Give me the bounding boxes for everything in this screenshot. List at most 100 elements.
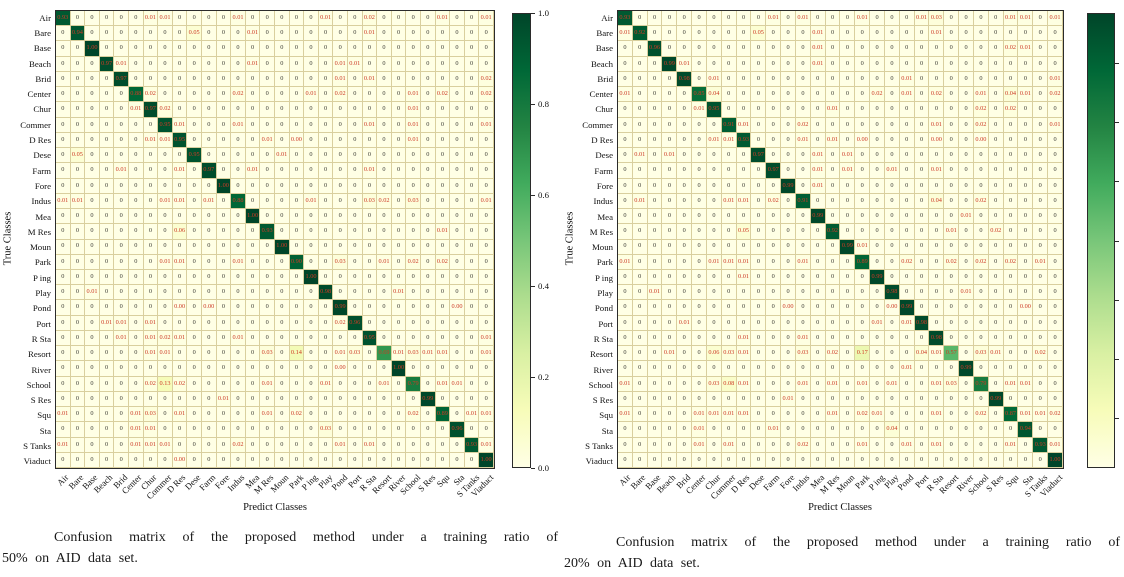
matrix-cell: 0 [884, 224, 900, 240]
matrix-cell: 0 [275, 56, 290, 72]
matrix-cell: 0 [216, 285, 232, 301]
matrix-cell: 0 [260, 178, 275, 194]
matrix-cell: 0 [677, 163, 693, 179]
matrix-cell: 0 [706, 269, 722, 286]
matrix-cell: 0 [870, 148, 885, 164]
matrix-cell: 0 [70, 407, 86, 423]
matrix-cell: 0 [1033, 269, 1049, 286]
matrix-cell: 0 [289, 376, 305, 392]
matrix-cell: 0 [914, 163, 930, 179]
matrix-cell: 0 [810, 87, 826, 103]
matrix-cell: 0 [662, 87, 678, 103]
matrix-cell: 0.01 [647, 285, 663, 301]
matrix-cell: 0 [692, 285, 707, 301]
matrix-cell: 0.01 [692, 102, 707, 118]
matrix-cell: 0 [187, 132, 202, 149]
matrix-cell: 0 [275, 26, 290, 42]
matrix-cell: 0 [304, 330, 319, 347]
diagonal-cell: 0.95 [172, 132, 188, 149]
matrix-cell: 0 [870, 163, 885, 179]
matrix-cell: 0 [751, 407, 767, 423]
row-label-sta: Sta [601, 425, 613, 436]
matrix-cell: 0 [751, 285, 767, 301]
matrix-cell: 0 [959, 117, 974, 133]
matrix-cell: 0 [143, 193, 159, 210]
matrix-cell: 0 [377, 148, 392, 164]
matrix-cell: 0 [1003, 269, 1019, 286]
matrix-cell: 0 [421, 269, 436, 286]
matrix-cell: 0 [692, 163, 707, 179]
matrix-cell: 0 [202, 148, 217, 164]
matrix-cell: 0 [959, 178, 974, 194]
matrix-cell: 0 [348, 239, 363, 255]
matrix-cell: 0 [647, 102, 663, 118]
matrix-cell: 0 [479, 254, 494, 270]
matrix-cell: 0 [855, 26, 871, 42]
matrix-cell: 0 [70, 346, 86, 362]
matrix-cell: 0 [260, 102, 275, 118]
matrix-cell: 0 [421, 437, 436, 453]
matrix-cell: 0 [618, 163, 633, 179]
matrix-cell: 0 [391, 300, 407, 316]
matrix-cell: 0 [781, 11, 796, 27]
matrix-cell: 0 [721, 71, 737, 88]
matrix-cell: 0 [618, 117, 633, 133]
matrix-cell: 0 [870, 71, 885, 88]
matrix-cell: 0 [464, 452, 480, 468]
matrix-cell: 0 [56, 26, 71, 42]
matrix-cell: 0 [362, 148, 378, 164]
matrix-cell: 0 [751, 376, 767, 392]
matrix-cell: 0 [70, 87, 86, 103]
colorbar-tick-label: 0.8 [538, 99, 549, 109]
matrix-cell: 0 [406, 26, 421, 42]
matrix-cell: 0 [216, 437, 232, 453]
matrix-cell: 0 [114, 224, 129, 240]
matrix-cell: 0.01 [929, 26, 945, 42]
matrix-cell: 0 [129, 117, 144, 133]
matrix-cell: 0 [677, 285, 693, 301]
matrix-cell: 0 [348, 437, 363, 453]
row-label-dese: Dese [33, 150, 51, 161]
matrix-cell: 0 [884, 239, 900, 255]
diagonal-cell: 0.99 [662, 56, 678, 72]
matrix-cell: 0 [647, 56, 663, 72]
matrix-cell: 0.04 [706, 87, 722, 103]
matrix-cell: 0 [114, 452, 129, 468]
matrix-cell: 0 [706, 11, 722, 27]
matrix-cell: 0 [362, 41, 378, 57]
matrix-cell: 0 [795, 269, 811, 286]
matrix-cell: 0 [99, 117, 115, 133]
matrix-cell: 0 [275, 437, 290, 453]
matrix-cell: 0 [435, 132, 451, 149]
matrix-cell: 0 [944, 391, 960, 408]
matrix-cell: 0 [647, 422, 663, 438]
matrix-cell: 0 [677, 87, 693, 103]
matrix-cell: 0.04 [1003, 87, 1019, 103]
matrix-cell: 0.01 [781, 391, 796, 408]
matrix-cell: 0.01 [914, 11, 930, 27]
right-caption-line1: Confusion matrix of the proposed method … [616, 535, 1120, 550]
matrix-cell: 0 [187, 391, 202, 408]
matrix-cell: 0 [391, 437, 407, 453]
matrix-cell: 0 [289, 391, 305, 408]
matrix-cell: 0 [187, 315, 202, 331]
matrix-cell: 0 [1003, 163, 1019, 179]
matrix-cell: 0 [781, 346, 796, 362]
matrix-cell: 0 [1003, 422, 1019, 438]
matrix-cell: 0 [632, 407, 648, 423]
matrix-cell: 0.01 [158, 346, 173, 362]
matrix-cell: 0 [929, 315, 945, 331]
matrix-cell: 0 [632, 254, 648, 270]
matrix-cell: 0 [810, 71, 826, 88]
matrix-cell: 0 [187, 163, 202, 179]
matrix-cell: 0 [304, 361, 319, 377]
matrix-cell: 0 [348, 71, 363, 88]
colorbar-tick-mark [531, 468, 535, 469]
colorbar-tick-label: 0.0 [538, 463, 549, 473]
matrix-cell: 0 [289, 26, 305, 42]
diagonal-cell: 0.98 [884, 285, 900, 301]
matrix-cell: 0 [70, 422, 86, 438]
matrix-cell: 0 [721, 330, 737, 347]
diagonal-cell: 0.89 [435, 407, 451, 423]
matrix-cell: 0 [450, 285, 465, 301]
